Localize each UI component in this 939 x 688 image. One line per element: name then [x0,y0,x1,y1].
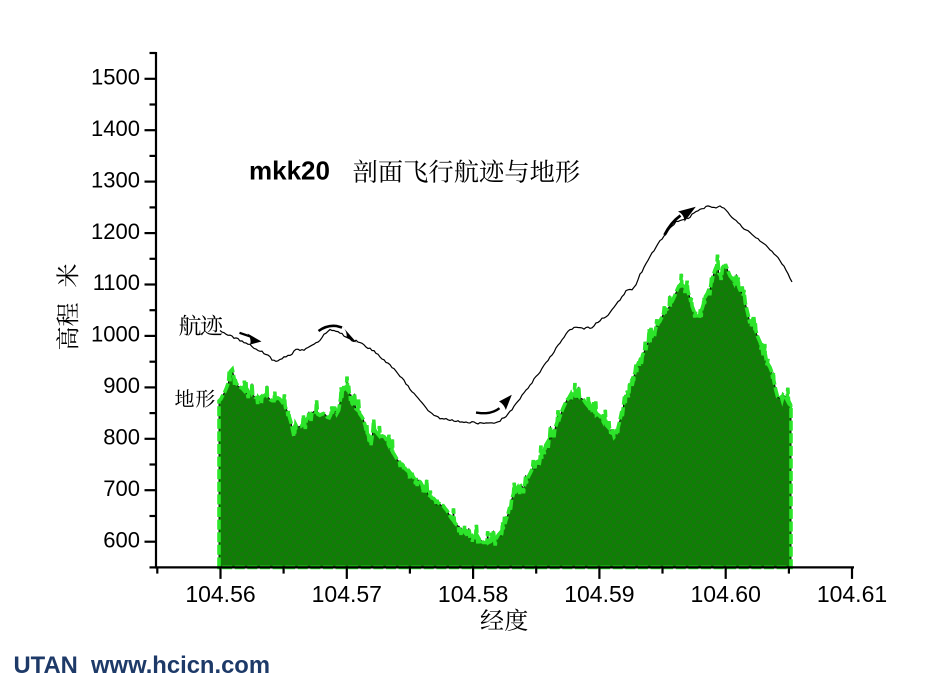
svg-text:104.61: 104.61 [817,581,887,607]
svg-text:1200: 1200 [91,219,140,244]
svg-text:800: 800 [103,425,140,450]
svg-text:mkk20: mkk20 [249,156,330,186]
svg-text:104.59: 104.59 [564,581,634,607]
svg-text:104.56: 104.56 [185,581,255,607]
svg-text:1100: 1100 [93,270,140,295]
svg-text:1500: 1500 [91,65,140,90]
svg-text:104.58: 104.58 [438,581,508,607]
svg-text:700: 700 [103,476,140,501]
svg-text:104.57: 104.57 [312,581,382,607]
svg-text:900: 900 [103,373,140,398]
svg-text:1000: 1000 [91,322,140,347]
svg-text:UTAN www.hcicn.com: UTAN www.hcicn.com [14,652,271,679]
svg-text:1300: 1300 [91,167,140,192]
svg-text:600: 600 [103,527,140,552]
svg-text:104.60: 104.60 [691,581,761,607]
svg-text:1400: 1400 [91,116,140,141]
